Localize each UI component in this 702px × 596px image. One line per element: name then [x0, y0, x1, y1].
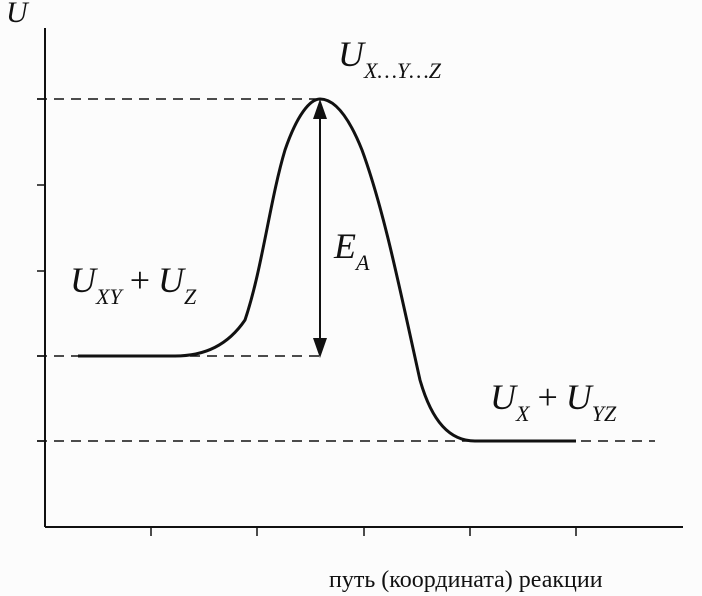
- reactants-label: UXY + UZ: [70, 260, 197, 309]
- x-axis-label: путь (координата) реакции: [329, 567, 603, 593]
- y-axis-label: U: [6, 0, 30, 29]
- transition-state-label: UX…Y…Z: [338, 34, 442, 83]
- activation-energy-label: EA: [333, 226, 370, 275]
- energy-curve: [78, 97, 576, 443]
- products-label: UX + UYZ: [490, 377, 617, 426]
- arrow-head-down: [313, 338, 327, 358]
- arrow-head-up: [313, 99, 327, 119]
